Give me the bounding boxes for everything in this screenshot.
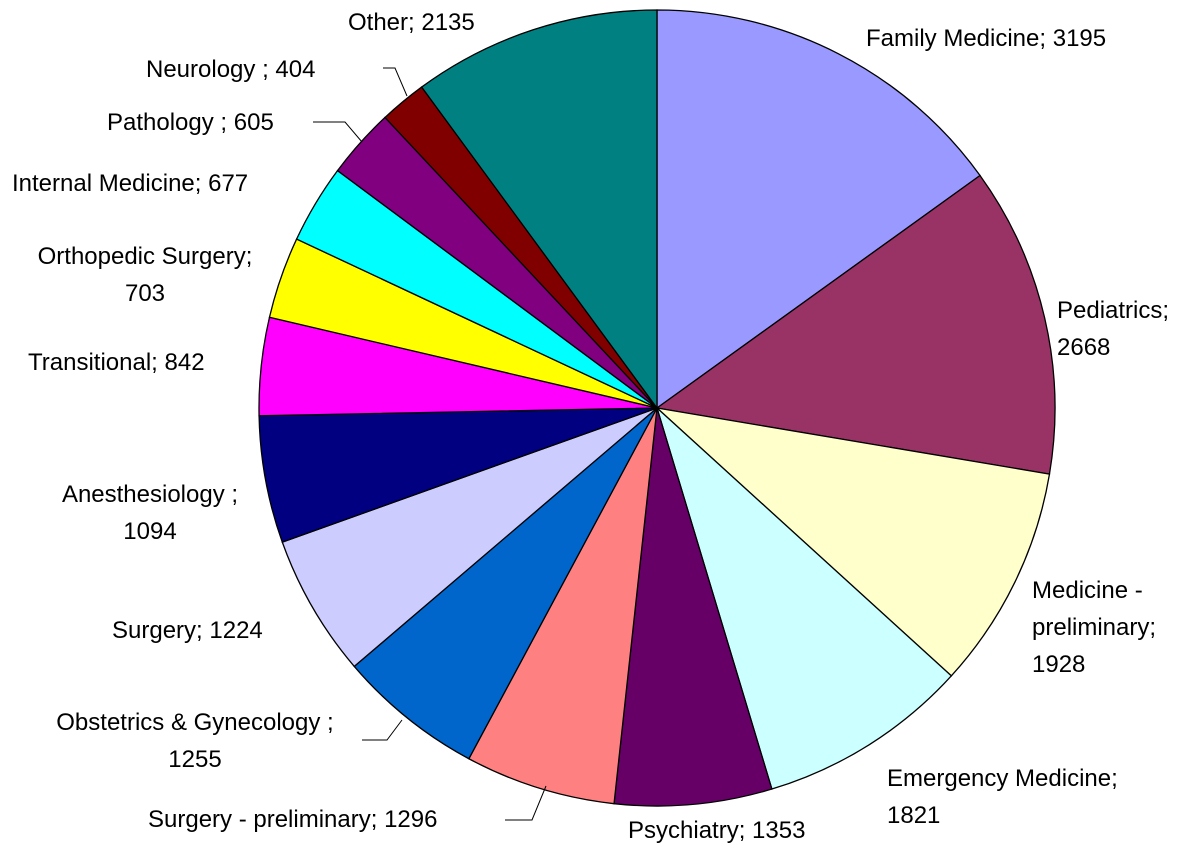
data-label-family-medicine: Family Medicine; 3195 xyxy=(866,20,1106,57)
data-label-psychiatry: Psychiatry; 1353 xyxy=(628,812,805,849)
data-label-line: Surgery - preliminary; 1296 xyxy=(148,806,438,833)
data-label-line: Pediatrics; xyxy=(1057,297,1170,324)
leader-line-pathology xyxy=(313,121,363,143)
data-label-line: Internal Medicine; 677 xyxy=(12,170,249,197)
leader-line-obstetrics xyxy=(362,719,403,741)
data-label-line: 703 xyxy=(124,280,166,307)
pie-slice-surgery-preliminary xyxy=(468,407,658,805)
data-label-line: Family Medicine; 3195 xyxy=(866,25,1107,52)
data-label-pediatrics: Pediatrics; 2668 xyxy=(1057,292,1169,366)
data-label-line: Other; 2135 xyxy=(348,9,475,36)
pie-slice-obstetrics-gynecology xyxy=(353,407,658,760)
data-label-line: Orthopedic Surgery; xyxy=(37,243,253,270)
data-label-line: Transitional; 842 xyxy=(28,349,205,376)
data-label-neurology: Neurology ; 404 xyxy=(146,51,315,88)
data-label-other: Other; 2135 xyxy=(348,4,475,41)
data-label-anesthesiology: Anesthesiology ; 1094 xyxy=(30,476,270,550)
pie-slice-family-medicine xyxy=(656,9,981,410)
data-label-medicine-preliminary: Medicine - preliminary; 1928 xyxy=(1032,572,1156,683)
data-label-surgery: Surgery; 1224 xyxy=(112,612,263,649)
data-label-line: Psychiatry; 1353 xyxy=(628,817,806,844)
data-label-line: Emergency Medicine; xyxy=(887,765,1118,792)
pie-slice-psychiatry xyxy=(613,407,773,807)
data-label-pathology: Pathology ; 605 xyxy=(107,104,274,141)
data-label-line: 1094 xyxy=(123,518,177,545)
pie-slice-other xyxy=(420,9,658,410)
data-label-orthopedic-surgery: Orthopedic Surgery; 703 xyxy=(10,238,280,312)
data-label-line: Medicine - xyxy=(1032,577,1143,604)
data-label-transitional: Transitional; 842 xyxy=(28,344,205,381)
pie-slice-pediatrics xyxy=(655,174,1056,475)
data-label-line: Pathology ; 605 xyxy=(107,109,274,136)
pie-slice-emergency-medicine xyxy=(655,405,953,790)
data-label-line: Surgery; 1224 xyxy=(112,617,263,644)
leader-line-neurology xyxy=(383,67,408,97)
pie-slice-medicine-preliminary xyxy=(654,406,1051,677)
data-label-emergency-medicine: Emergency Medicine; 1821 xyxy=(887,760,1118,834)
data-label-line: Obstetrics & Gynecology ; xyxy=(56,709,334,736)
data-label-line: 1928 xyxy=(1032,651,1086,678)
leader-line-surgery-preliminary xyxy=(505,785,547,821)
pie-slice-surgery xyxy=(281,407,658,668)
data-label-line: 1821 xyxy=(887,802,941,829)
data-label-line: 2668 xyxy=(1057,334,1111,361)
data-label-line: Neurology ; 404 xyxy=(146,56,316,83)
data-label-line: Anesthesiology ; xyxy=(61,481,239,508)
data-label-surgery-preliminary: Surgery - preliminary; 1296 xyxy=(148,801,437,838)
data-label-internal-medicine: Internal Medicine; 677 xyxy=(12,165,248,202)
data-label-line: 1255 xyxy=(168,746,222,773)
data-label-line: preliminary; xyxy=(1032,614,1157,641)
data-label-obstetrics-gynecology: Obstetrics & Gynecology ; 1255 xyxy=(10,704,380,778)
